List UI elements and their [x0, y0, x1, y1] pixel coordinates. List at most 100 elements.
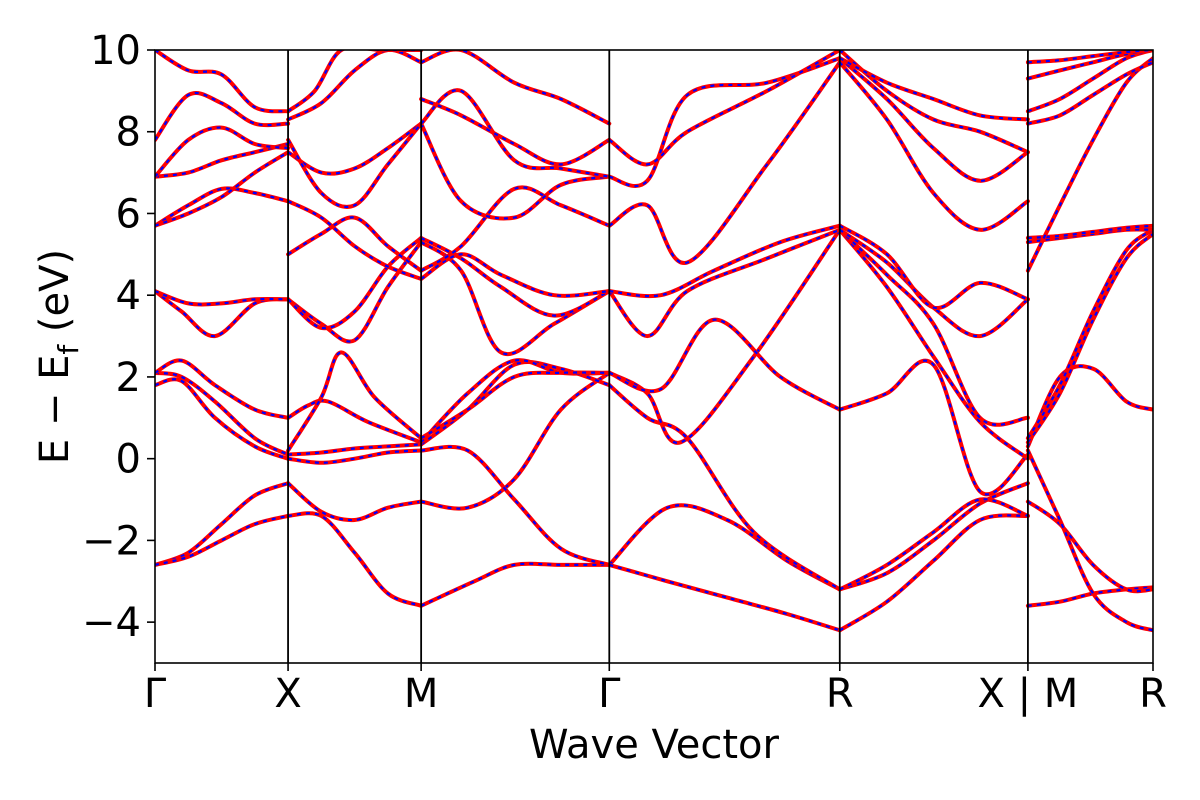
- band-line-overlay-45: [608, 318, 841, 411]
- band-line-overlay-51: [839, 514, 1028, 632]
- band-line-overlay-13: [287, 482, 422, 522]
- band-line-overlay-70: [1027, 224, 1153, 240]
- band-line-overlay-11: [155, 91, 289, 141]
- band-line-overlay-37: [420, 123, 610, 220]
- band-line-54: [837, 358, 1030, 497]
- band-line-overlay-1: [155, 514, 289, 566]
- band-line-47: [607, 223, 842, 299]
- band-line-62: [837, 56, 1030, 122]
- band-line-17: [286, 398, 424, 445]
- x-tick-label-5: X | M: [978, 671, 1079, 717]
- band-line-overlay-43: [608, 384, 841, 591]
- band-line-overlay-27: [420, 562, 610, 607]
- band-line-overlay-73: [1027, 50, 1153, 113]
- band-line-overlay-19: [287, 241, 422, 343]
- band-line-overlay-25: [287, 50, 422, 121]
- band-line-overlay-0: [155, 482, 289, 566]
- band-line-overlay-61: [839, 50, 1029, 154]
- band-line-50: [607, 50, 842, 167]
- band-line-66: [1025, 364, 1153, 449]
- band-line-49: [607, 56, 842, 188]
- y-tick-label-1: −2: [82, 518, 141, 564]
- band-line-overlay-7: [155, 187, 289, 227]
- band-line-overlay-54: [839, 359, 1029, 496]
- band-line-40: [419, 50, 612, 126]
- band-line-14: [286, 511, 424, 608]
- x-axis-ticks: Γ X M Γ R X | M R: [144, 663, 1167, 717]
- x-tick-label-0: Γ: [144, 671, 167, 717]
- band-line-38: [419, 88, 612, 179]
- band-line-overlay-34: [420, 237, 610, 317]
- band-line-overlay-18: [287, 351, 422, 452]
- band-line-34: [419, 236, 612, 318]
- band-line-57: [837, 227, 1030, 339]
- band-line-28: [419, 370, 612, 511]
- band-line-overlay-57: [839, 228, 1029, 338]
- band-line-6: [155, 289, 291, 307]
- band-line-overlay-2: [155, 378, 289, 460]
- y-tick-label-2: 0: [116, 437, 141, 483]
- band-line-53: [837, 497, 1030, 592]
- y-tick-label-6: 8: [116, 110, 141, 156]
- high-symmetry-lines: [287, 50, 1029, 663]
- band-line-overlay-15: [287, 449, 422, 464]
- band-line-overlay-26: [287, 50, 422, 113]
- band-line-64: [1025, 499, 1153, 594]
- band-line-overlay-56: [839, 229, 1029, 426]
- band-line-overlay-23: [287, 122, 422, 175]
- band-line-27: [419, 561, 612, 608]
- band-line-overlay-53: [839, 498, 1029, 591]
- band-line-overlay-71: [1026, 57, 1153, 272]
- band-line-overlay-36: [420, 186, 610, 272]
- band-line-overlay-59: [838, 61, 1029, 231]
- band-line-43: [607, 383, 842, 592]
- x-tick-label-3: Γ: [598, 671, 621, 717]
- band-line-26: [286, 50, 424, 114]
- band-line-overlay-40: [420, 50, 610, 125]
- plot-frame: [154, 49, 1154, 664]
- x-tick-label-6: R: [1139, 671, 1167, 717]
- band-line-68: [1025, 227, 1153, 441]
- band-line-overlay-46: [608, 228, 841, 338]
- band-line-35: [419, 252, 612, 298]
- x-axis-title: Wave Vector: [529, 722, 780, 768]
- band-line-22: [286, 199, 424, 281]
- band-line-29: [419, 444, 612, 567]
- band-line-42: [607, 562, 842, 633]
- y-axis-ticks: −4 −2 0 2 4 6 8 10: [82, 28, 155, 646]
- band-line-25: [286, 50, 424, 122]
- band-line-overlay-47: [609, 224, 841, 298]
- band-line-overlay-60: [839, 57, 1029, 182]
- band-line-overlay-65: [1026, 450, 1153, 632]
- band-line-overlay-39: [420, 97, 610, 166]
- band-line-0: [155, 481, 291, 567]
- band-line-overlay-24: [287, 122, 422, 209]
- band-line-67: [1025, 231, 1153, 445]
- band-line-10: [155, 125, 291, 179]
- band-line-overlay-38: [420, 89, 610, 178]
- y-tick-label-7: 10: [90, 28, 141, 74]
- band-line-overlay-58: [839, 224, 1029, 309]
- y-axis-title-unit: [32, 332, 78, 345]
- band-line-9: [155, 142, 291, 179]
- band-line-11: [155, 90, 291, 142]
- band-line-overlay-75: [1027, 50, 1153, 64]
- band-line-overlay-35: [420, 253, 610, 297]
- band-line-21: [286, 215, 424, 273]
- x-tick-label-2: M: [404, 671, 439, 717]
- band-line-overlay-8: [155, 151, 289, 227]
- band-line-overlay-41: [608, 504, 841, 591]
- band-line-overlay-12: [155, 50, 289, 113]
- y-axis-title-main: E − E: [32, 355, 78, 465]
- band-line-overlay-16: [288, 443, 422, 456]
- band-line-overlay-52: [839, 482, 1029, 591]
- x-tick-label-1: X: [274, 671, 301, 717]
- band-line-overlay-28: [420, 371, 610, 510]
- y-tick-label-4: 4: [116, 273, 141, 319]
- band-line-overlay-49: [608, 57, 841, 188]
- band-line-overlay-32: [420, 371, 610, 440]
- y-axis-title-unit-text: (eV): [32, 249, 78, 332]
- band-lines: [155, 50, 1153, 633]
- band-line-overlay-62: [839, 57, 1028, 121]
